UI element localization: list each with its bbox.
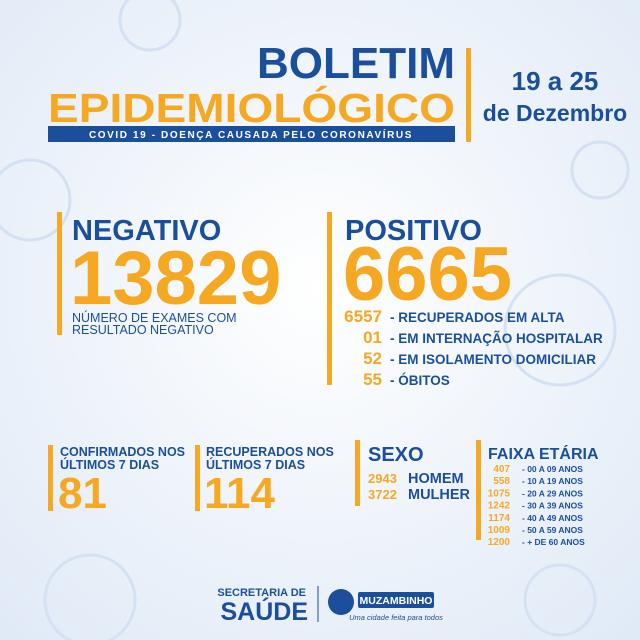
- sex-item-text: MULHER: [408, 487, 471, 503]
- positive-label: POSITIVO: [345, 215, 482, 247]
- negative-value: 13829: [70, 236, 281, 321]
- positive-breakdown: 6557 - RECUPERADOS EM ALTA 01 - EM INTERNAÇ…: [344, 307, 603, 389]
- negative-label: NEGATIVO: [72, 215, 221, 247]
- city-name: MUZAMBINHO: [360, 595, 433, 607]
- age-item-number: 558: [493, 476, 510, 487]
- age-item-number: 1242: [488, 501, 511, 512]
- footer-saude: SAÚDE: [220, 596, 308, 626]
- age-item-text: - 10 A 19 ANOS: [522, 476, 583, 486]
- positive-item-number: 01: [363, 328, 382, 347]
- age-item-number: 1200: [488, 537, 511, 548]
- positive-item-number: 55: [363, 370, 382, 389]
- date-line-1: 19 a 25: [512, 66, 599, 96]
- sex-breakdown: 2943 HOMEM 3722 MULHER: [368, 471, 471, 503]
- positive-item-text: - EM ISOLAMENTO DOMICILIAR: [390, 352, 596, 367]
- positive-item-text: - ÓBITOS: [390, 373, 450, 388]
- positive-item-text: - RECUPERADOS EM ALTA: [390, 310, 565, 325]
- age-item-text: - 50 A 59 ANOS: [522, 525, 583, 535]
- sex-item-number: 2943: [368, 471, 397, 486]
- positive-item-number: 52: [363, 349, 382, 368]
- footer-secretaria: SECRETARIA DE: [217, 587, 306, 599]
- title-line-2: EPIDEMIOLÓGICO: [48, 85, 455, 131]
- city-crest: [328, 589, 354, 615]
- city-badge: [358, 592, 434, 608]
- age-item-number: 1174: [488, 513, 510, 524]
- recovered-label: ÚLTIMOS 7 DIAS: [206, 457, 305, 472]
- confirmed-value: 81: [58, 469, 107, 518]
- divider: [48, 445, 53, 511]
- age-item-number: 1075: [488, 488, 511, 499]
- divider: [195, 445, 200, 511]
- divider: [466, 48, 471, 142]
- age-item-text: - 20 A 29 ANOS: [522, 488, 583, 498]
- age-item-text: - 00 A 09 ANOS: [522, 464, 583, 474]
- negative-note: RESULTADO NEGATIVO: [72, 323, 214, 337]
- negative-note: NÚMERO DE EXAMES COM: [72, 310, 237, 325]
- positive-item-number: 6557: [344, 307, 382, 326]
- subtitle: COVID 19 - DOENÇA CAUSADA PELO CORONAVÍR…: [89, 128, 413, 141]
- confirmed-label: CONFIRMADOS NOS: [60, 445, 185, 459]
- age-breakdown: 407 - 00 A 09 ANOS 558 - 10 A 19 ANOS 1075 - …: [488, 464, 585, 548]
- divider: [327, 212, 332, 385]
- age-item-number: 1009: [488, 525, 511, 536]
- recovered-label: RECUPERADOS NOS: [206, 445, 334, 459]
- divider: [355, 440, 360, 506]
- subtitle-bar: [48, 126, 455, 142]
- age-label: FAIXA ETÁRIA: [488, 444, 599, 463]
- city-slogan: Uma cidade feita para todos: [349, 613, 443, 622]
- positive-value: 6665: [343, 232, 512, 317]
- age-item-text: - + DE 60 ANOS: [522, 537, 585, 547]
- divider: [57, 212, 62, 335]
- age-item-text: - 30 A 39 ANOS: [522, 501, 583, 511]
- sex-item-number: 3722: [368, 487, 397, 502]
- age-item-number: 407: [493, 464, 510, 475]
- confirmed-label: ÚLTIMOS 7 DIAS: [60, 457, 159, 472]
- title-line-1: BOLETIM: [257, 39, 455, 88]
- sex-item-text: HOMEM: [408, 471, 464, 487]
- age-item-text: - 40 A 49 ANOS: [522, 513, 583, 523]
- positive-item-text: - EM INTERNAÇÃO HOSPITALAR: [390, 331, 603, 346]
- recovered-value: 114: [204, 469, 276, 518]
- sex-label: SEXO: [368, 444, 424, 466]
- divider: [476, 440, 481, 540]
- date-line-2: de Dezembro: [483, 100, 627, 126]
